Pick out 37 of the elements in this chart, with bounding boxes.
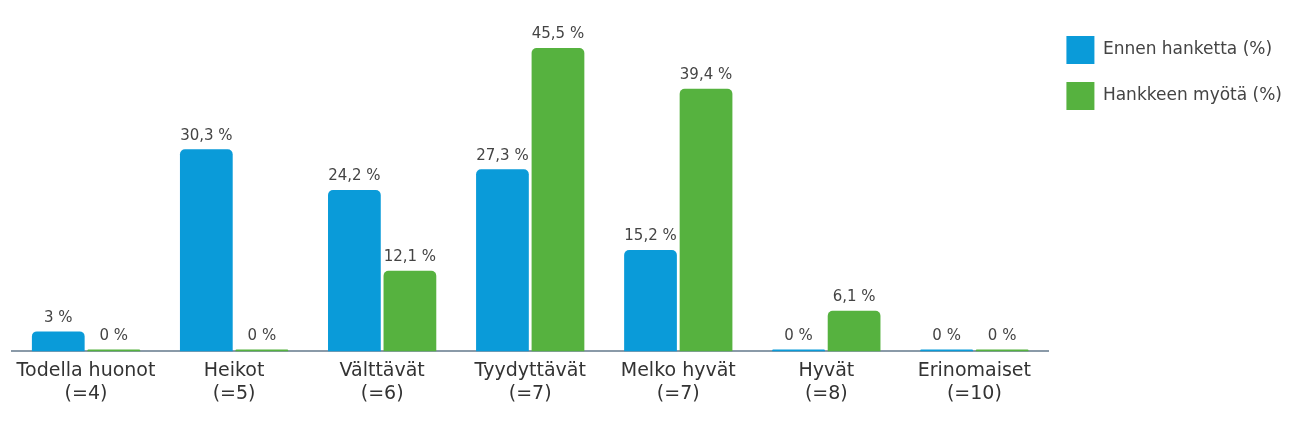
x-tick-label: Todella huonot (=4) xyxy=(15,357,156,403)
bar xyxy=(87,349,141,352)
legend-label: Hankkeen myötä (%) xyxy=(1102,84,1283,105)
bar xyxy=(476,169,529,352)
data-label: 39,4 % xyxy=(679,65,733,84)
data-label: 3 % xyxy=(43,307,73,326)
bar xyxy=(383,270,437,352)
bar xyxy=(531,48,585,352)
data-label: 27,3 % xyxy=(476,145,529,164)
bar xyxy=(179,149,233,352)
x-tick-label: Melko hyvät (=7) xyxy=(620,357,736,403)
data-label: 0 % xyxy=(99,325,129,344)
data-label: 0 % xyxy=(932,325,961,344)
data-label: 45,5 % xyxy=(531,24,585,43)
bar xyxy=(31,331,85,352)
data-label: 24,2 % xyxy=(328,166,381,185)
x-tick-label: Tyydyttävät (=7) xyxy=(473,357,586,403)
x-tick-label: Välttävät (=6) xyxy=(339,357,425,403)
bar xyxy=(920,349,973,352)
bar xyxy=(328,190,381,352)
data-label: 6,1 % xyxy=(832,287,876,306)
x-tick-label: Erinomaiset (=10) xyxy=(917,357,1032,403)
data-label: 12,1 % xyxy=(383,247,437,266)
data-label: 0 % xyxy=(784,325,813,344)
bar xyxy=(772,349,825,352)
bar xyxy=(679,88,733,352)
data-label: 30,3 % xyxy=(180,125,233,144)
bar xyxy=(624,250,677,352)
bar xyxy=(827,310,881,352)
legend-label: Ennen hanketta (%) xyxy=(1102,38,1273,59)
data-label: 15,2 % xyxy=(624,226,677,245)
bar xyxy=(235,349,289,352)
data-label: 0 % xyxy=(987,325,1017,344)
x-tick-label: Hyvät (=8) xyxy=(798,357,855,403)
x-tick-label: Heikot (=5) xyxy=(203,357,265,403)
bar xyxy=(975,349,1029,352)
data-label: 0 % xyxy=(247,325,277,344)
